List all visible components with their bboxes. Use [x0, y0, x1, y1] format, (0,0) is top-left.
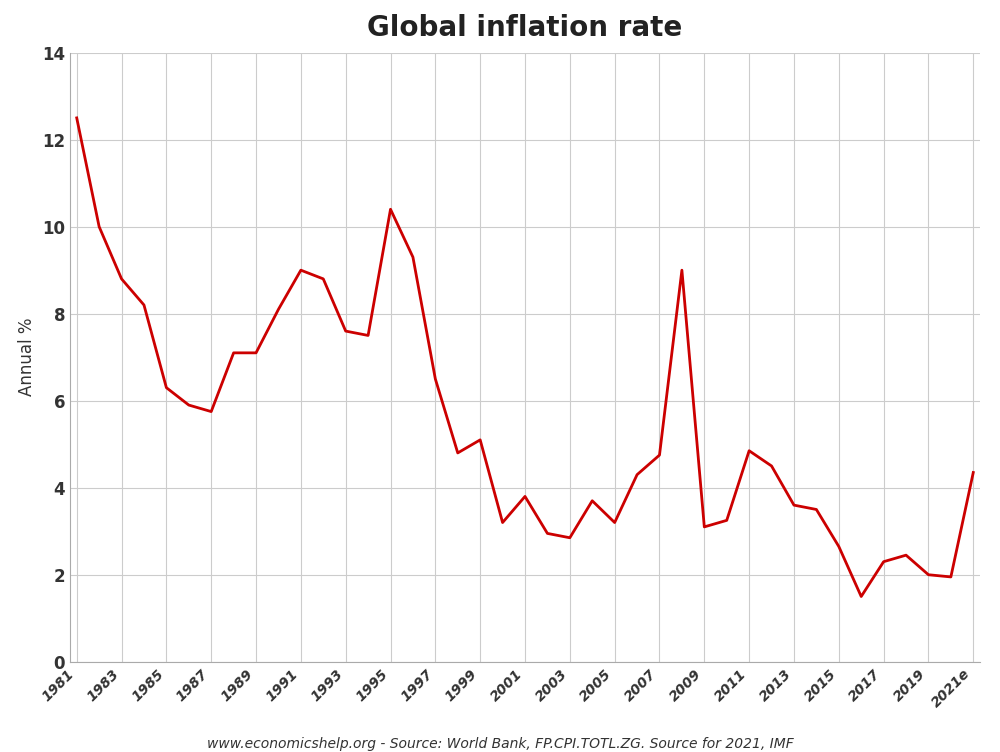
- Text: www.economicshelp.org - Source: World Bank, FP.CPI.TOTL.ZG. Source for 2021, IMF: www.economicshelp.org - Source: World Ba…: [207, 737, 793, 751]
- Y-axis label: Annual %: Annual %: [18, 318, 36, 396]
- Title: Global inflation rate: Global inflation rate: [367, 14, 683, 42]
